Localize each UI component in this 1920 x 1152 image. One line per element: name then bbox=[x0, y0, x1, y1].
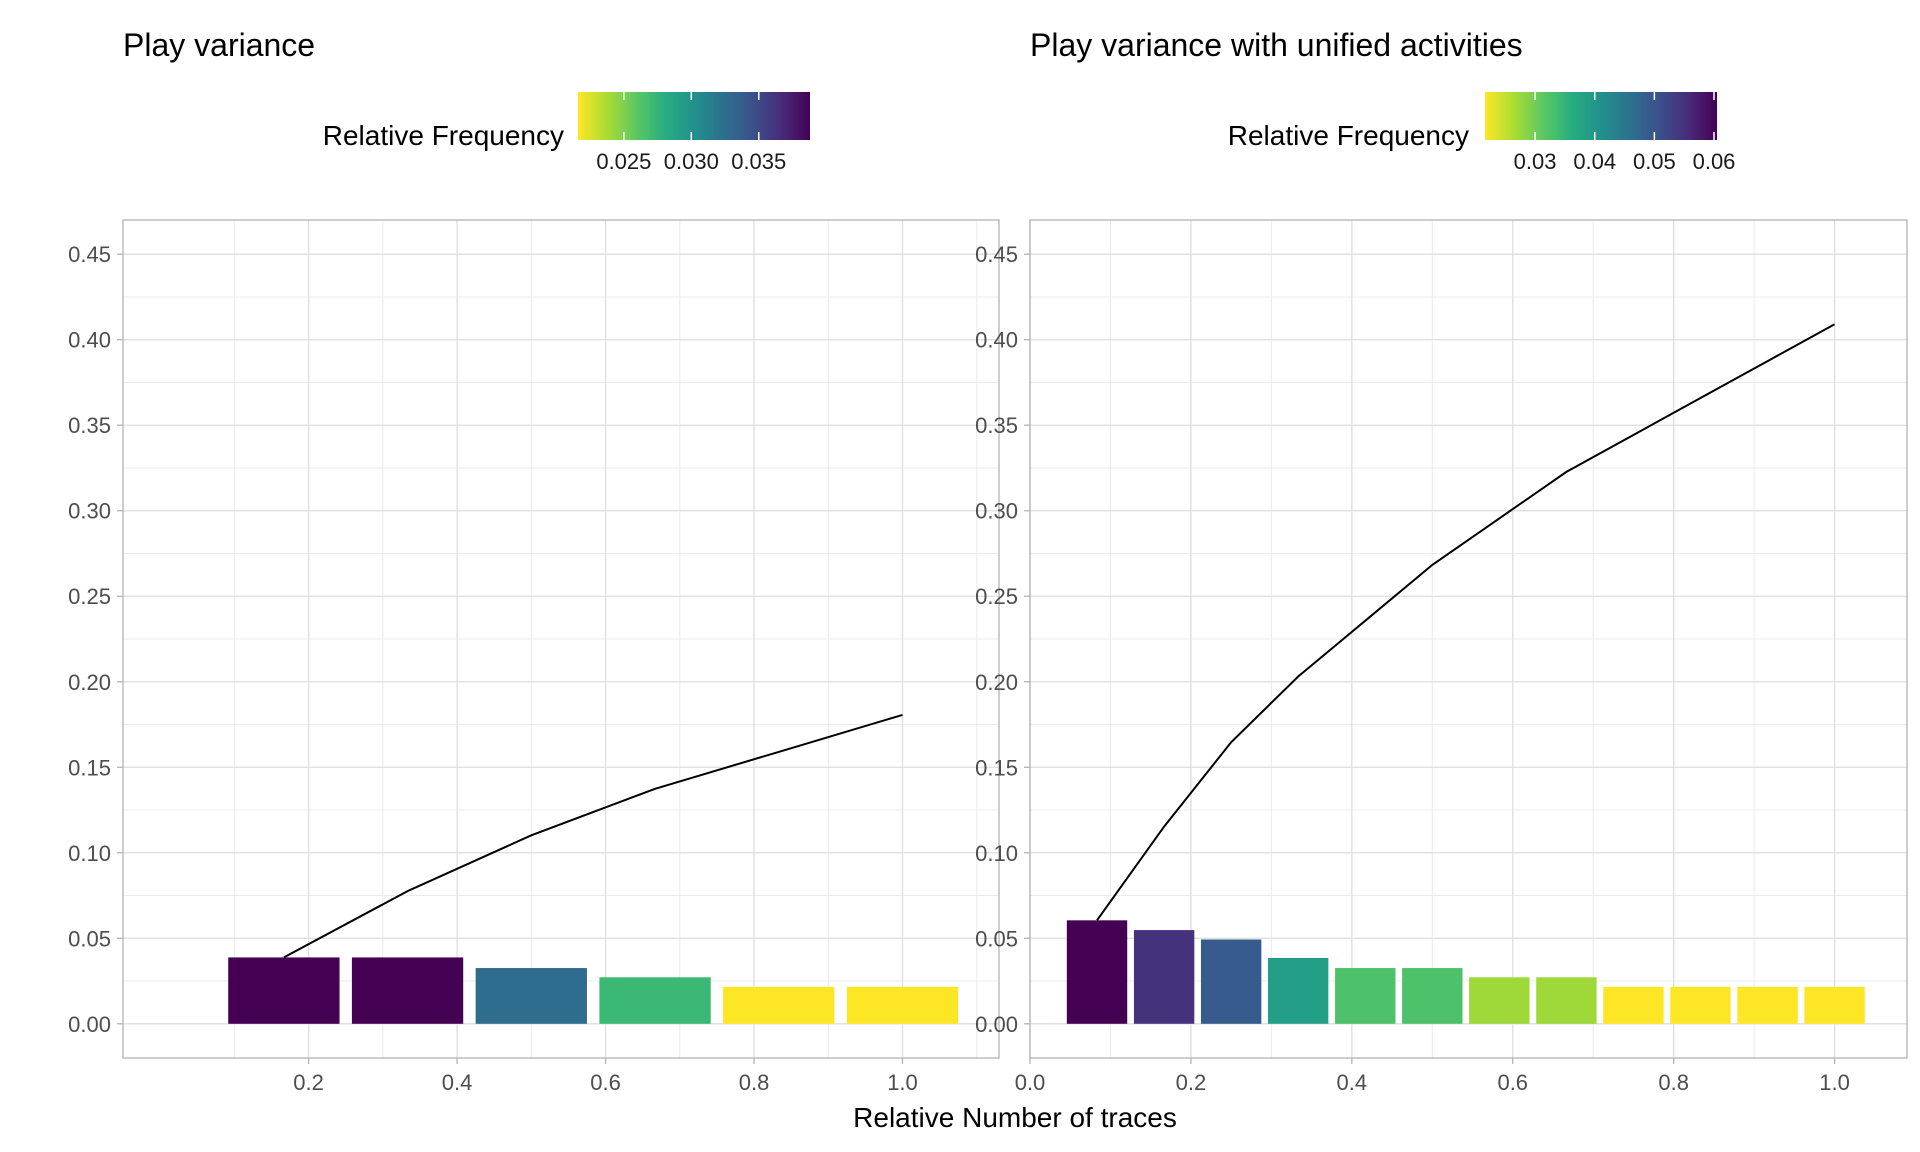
x-tick-label: 0.6 bbox=[1497, 1070, 1528, 1095]
legend-tick-label: 0.04 bbox=[1573, 149, 1616, 174]
legend-tick-label: 0.03 bbox=[1514, 149, 1557, 174]
legend-tick-label: 0.035 bbox=[731, 149, 786, 174]
y-tick-label: 0.10 bbox=[975, 841, 1018, 866]
bar-left-2 bbox=[351, 957, 464, 1024]
bar-left-5 bbox=[723, 986, 835, 1024]
y-tick-label: 0.10 bbox=[68, 841, 111, 866]
x-tick-label: 0.4 bbox=[1337, 1070, 1368, 1095]
x-tick-label: 0.4 bbox=[442, 1070, 473, 1095]
x-tick-label: 1.0 bbox=[1819, 1070, 1850, 1095]
y-tick-label: 0.05 bbox=[68, 926, 111, 951]
bar-right-5 bbox=[1335, 968, 1396, 1024]
bar-left-1 bbox=[228, 957, 340, 1024]
y-tick-label: 0.25 bbox=[68, 584, 111, 609]
legend-tick-label: 0.06 bbox=[1693, 149, 1736, 174]
bar-right-6 bbox=[1402, 968, 1463, 1024]
x-tick-label: 0.2 bbox=[1176, 1070, 1207, 1095]
legend-tick-label: 0.030 bbox=[664, 149, 719, 174]
cumulative-line-right bbox=[1096, 323, 1836, 921]
x-tick-label: 0.8 bbox=[739, 1070, 770, 1095]
x-tick-label: 0.2 bbox=[293, 1070, 324, 1095]
panel-title-right: Play variance with unified activities bbox=[1030, 27, 1523, 63]
bar-right-2 bbox=[1133, 930, 1195, 1024]
y-tick-label: 0.30 bbox=[975, 499, 1018, 524]
x-tick-label: 0.8 bbox=[1658, 1070, 1689, 1095]
panel-right: 0.00 0.05 0.10 0.15 0.20 0.25 0.30 0.35 0.40 0.45… bbox=[975, 92, 1908, 1095]
y-tick-label: 0.05 bbox=[975, 926, 1018, 951]
y-tick-label: 0.20 bbox=[68, 670, 111, 695]
y-tick-label: 0.25 bbox=[975, 584, 1018, 609]
y-tick-label: 0.15 bbox=[975, 755, 1018, 780]
y-tick-label: 0.20 bbox=[975, 670, 1018, 695]
legend-title-left: Relative Frequency bbox=[323, 120, 564, 151]
legend-colorbar-right bbox=[1485, 92, 1717, 140]
y-tick-label: 0.00 bbox=[975, 1012, 1018, 1037]
panel-title-left: Play variance bbox=[123, 27, 315, 63]
x-tick-label: 0.0 bbox=[1015, 1070, 1046, 1095]
legend-title-right: Relative Frequency bbox=[1228, 120, 1469, 151]
y-tick-label: 0.45 bbox=[975, 242, 1018, 267]
legend-colorbar-left bbox=[578, 92, 810, 140]
bar-left-3 bbox=[475, 968, 587, 1024]
bar-right-4 bbox=[1267, 957, 1329, 1024]
bar-right-10 bbox=[1670, 986, 1731, 1024]
panel-left: 0.00 0.05 0.10 0.15 0.20 0.25 0.30 0.35 0.40 0.45… bbox=[68, 92, 1000, 1095]
bar-right-7 bbox=[1469, 977, 1530, 1024]
bar-right-9 bbox=[1603, 986, 1664, 1024]
y-tick-label: 0.45 bbox=[68, 242, 111, 267]
bar-right-11 bbox=[1737, 986, 1798, 1024]
bar-right-12 bbox=[1804, 986, 1865, 1024]
panel-border-right bbox=[1029, 219, 1908, 1059]
x-tick-label: 1.0 bbox=[887, 1070, 918, 1095]
y-tick-label: 0.35 bbox=[68, 413, 111, 438]
panel-border-left bbox=[122, 219, 1000, 1059]
bar-right-1 bbox=[1066, 920, 1128, 1024]
y-tick-label: 0.40 bbox=[975, 328, 1018, 353]
y-tick-label: 0.30 bbox=[68, 499, 111, 524]
bar-right-8 bbox=[1536, 977, 1597, 1024]
y-tick-label: 0.15 bbox=[68, 755, 111, 780]
x-axis-title: Relative Number of traces bbox=[853, 1102, 1177, 1133]
bar-right-3 bbox=[1200, 939, 1262, 1024]
y-tick-label: 0.00 bbox=[68, 1012, 111, 1037]
legend-tick-label: 0.05 bbox=[1633, 149, 1676, 174]
cumulative-line-left bbox=[283, 713, 903, 959]
y-tick-label: 0.40 bbox=[68, 328, 111, 353]
bar-left-4 bbox=[599, 977, 711, 1024]
bar-left-6 bbox=[846, 986, 959, 1024]
x-tick-label: 0.6 bbox=[590, 1070, 621, 1095]
legend-tick-label: 0.025 bbox=[596, 149, 651, 174]
y-tick-label: 0.35 bbox=[975, 413, 1018, 438]
